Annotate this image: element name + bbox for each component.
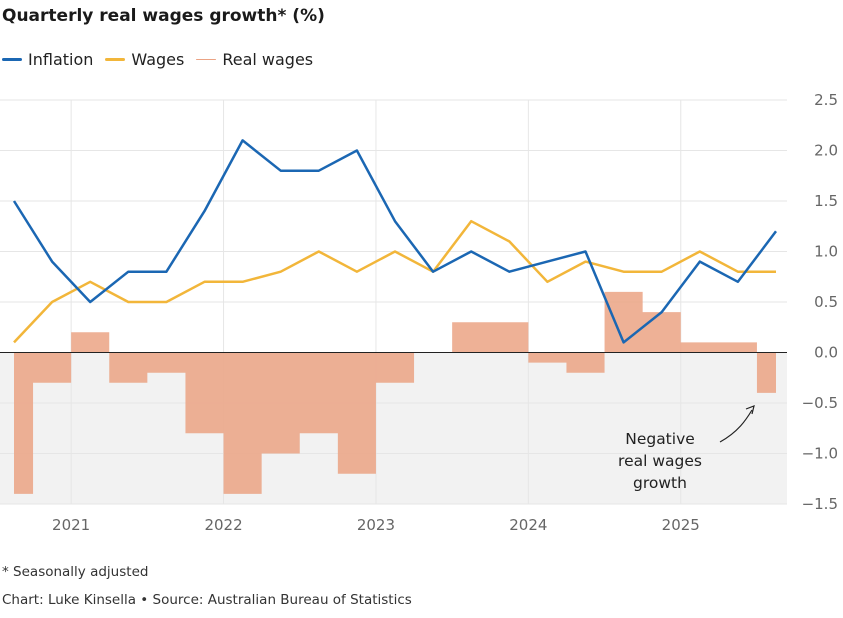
legend: Inflation Wages Real wages xyxy=(2,50,325,69)
x-tick-label: 2023 xyxy=(357,516,395,534)
annotation-arrowhead xyxy=(745,405,755,415)
x-tick-label: 2021 xyxy=(52,516,90,534)
y-tick-label: 1.0 xyxy=(814,243,838,261)
x-tick-label: 2022 xyxy=(204,516,242,534)
legend-swatch-real-wages xyxy=(196,58,217,61)
annotation-text: real wages xyxy=(618,452,702,470)
series-line-layer xyxy=(12,139,777,344)
legend-label-inflation: Inflation xyxy=(28,50,94,69)
x-tick-label: 2025 xyxy=(662,516,700,534)
y-tick-label: 2.5 xyxy=(814,91,838,109)
legend-item-wages: Wages xyxy=(105,50,184,69)
wages-line xyxy=(13,219,776,344)
tick-label-layer: 2.5 2.0 1.5 1.0 0.5 0.0 −0.5 −1.0 −1.5 2021 2022 20… xyxy=(52,91,838,534)
y-tick-label: 2.0 xyxy=(814,142,838,160)
legend-label-wages: Wages xyxy=(131,50,185,69)
inflation-line xyxy=(12,139,777,344)
grid-layer xyxy=(0,99,787,505)
footnote: * Seasonally adjusted xyxy=(2,564,149,580)
y-tick-label: 0.0 xyxy=(814,344,838,362)
source-credit: Chart: Luke Kinsella • Source: Australia… xyxy=(2,592,412,608)
legend-swatch-wages xyxy=(105,58,126,61)
annotation-text: growth xyxy=(633,474,687,492)
y-tick-label: −0.5 xyxy=(802,394,838,412)
annotation-text: Negative xyxy=(625,430,695,448)
y-tick-label: 0.5 xyxy=(814,293,838,311)
chart-svg: 2.5 2.0 1.5 1.0 0.5 0.0 −0.5 −1.0 −1.5 2021 2022 20… xyxy=(0,91,838,534)
chart-title: Quarterly real wages growth* (%) xyxy=(2,6,325,26)
legend-label-real-wages: Real wages xyxy=(222,50,314,69)
y-tick-label: −1.0 xyxy=(802,445,838,463)
annotation-layer: Negative real wages growth xyxy=(618,405,755,492)
x-tick-label: 2024 xyxy=(509,516,547,534)
y-tick-label: 1.5 xyxy=(814,192,838,210)
y-tick-label: −1.5 xyxy=(802,495,838,513)
legend-swatch-inflation xyxy=(2,58,22,61)
legend-item-inflation: Inflation xyxy=(2,50,93,69)
legend-item-real-wages: Real wages xyxy=(196,50,313,69)
annotation-arrow xyxy=(719,409,753,443)
